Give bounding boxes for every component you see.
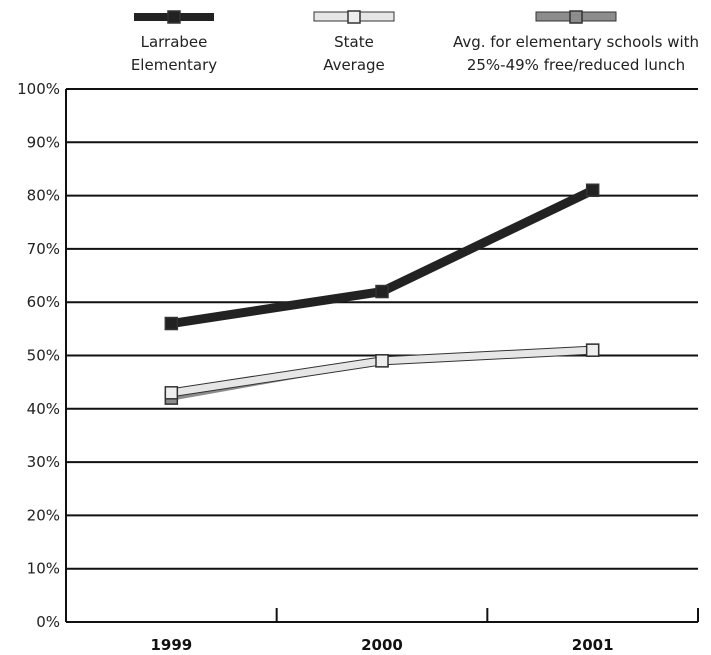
gridlines — [66, 88, 698, 570]
legend: Larrabee Elementary State Average Avg. for e… — [131, 10, 699, 74]
x-tick-label: 2001 — [572, 636, 614, 654]
series-2 — [164, 343, 600, 400]
data-point — [375, 284, 389, 299]
legend-label: State — [334, 33, 374, 51]
y-tick-label: 70% — [27, 240, 60, 258]
legend-label: 25%-49% free/reduced lunch — [467, 56, 685, 74]
y-tick-label: 50% — [27, 347, 60, 365]
legend-label: Avg. for elementary schools with — [453, 33, 699, 51]
legend-label: Elementary — [131, 56, 217, 74]
y-tick-label: 90% — [27, 133, 60, 151]
data-point — [585, 343, 600, 357]
y-tick-label: 0% — [36, 613, 60, 631]
y-tick-label: 30% — [27, 453, 60, 471]
data-point — [164, 316, 179, 331]
series-line — [170, 186, 595, 328]
data-point — [164, 386, 179, 400]
y-tick-label: 100% — [17, 80, 60, 98]
y-axis: 0% 10% 20% 30% 40% 50% 60% 70% 80% 90% 100% — [17, 80, 67, 631]
legend-label: Larrabee — [141, 33, 208, 51]
series-layer — [164, 183, 600, 405]
legend-label: Average — [323, 56, 385, 74]
data-point — [375, 354, 389, 368]
legend-swatch-marker — [569, 10, 583, 24]
x-axis: 1999 2000 2001 — [66, 608, 699, 654]
legend-item-3: Avg. for elementary schools with 25%-49% … — [453, 10, 699, 74]
data-point — [585, 183, 600, 198]
y-tick-label: 80% — [27, 187, 60, 205]
legend-swatch-marker — [167, 10, 181, 24]
legend-item-2: State Average — [313, 10, 395, 74]
series-1 — [164, 183, 600, 331]
legend-item-1: Larrabee Elementary — [131, 10, 217, 74]
y-tick-label: 60% — [27, 293, 60, 311]
x-tick-label: 1999 — [150, 636, 192, 654]
y-tick-label: 10% — [27, 560, 60, 578]
y-tick-label: 20% — [27, 506, 60, 524]
x-tick-label: 2000 — [361, 636, 403, 654]
y-tick-label: 40% — [27, 400, 60, 418]
legend-swatch-marker — [347, 10, 361, 24]
